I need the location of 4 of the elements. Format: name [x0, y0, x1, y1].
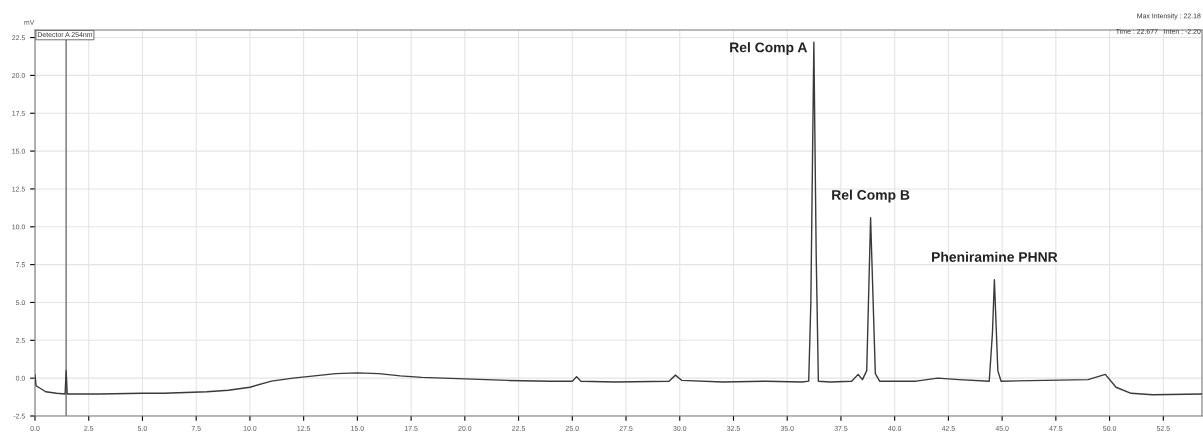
annotation: Rel Comp A — [730, 42, 808, 56]
annotation: Rel Comp B — [832, 189, 910, 203]
line-series — [35, 41, 1202, 396]
annotation: Pheniramine PHNR — [932, 251, 1058, 262]
